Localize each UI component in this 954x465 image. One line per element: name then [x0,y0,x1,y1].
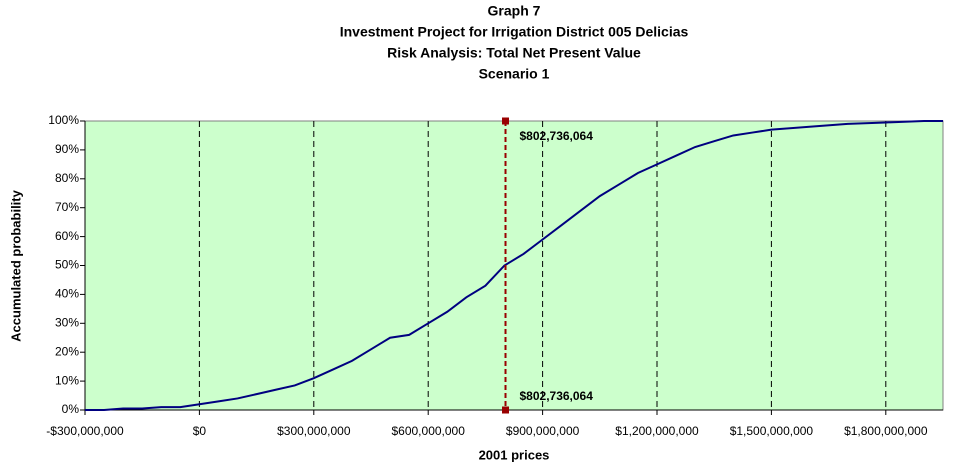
y-tick-label: 30% [55,315,79,329]
x-tick-label: -$300,000,000 [46,424,124,438]
x-tick-label: $900,000,000 [506,424,580,438]
marker-label: $802,736,064 [520,129,594,143]
y-tick-label: 100% [48,113,79,127]
line-series [85,120,943,411]
y-tick-label: 60% [55,229,79,243]
y-axis-title: Accumulated probability [8,189,23,341]
y-tick-label: 10% [55,373,79,387]
y-tick-label: 0% [62,402,80,416]
chart-title: Scenario 1 [479,66,550,82]
y-tick-label: 50% [55,258,79,272]
x-axis-title: 2001 prices [479,447,550,462]
marker-point [502,117,510,125]
x-tick-label: $1,500,000,000 [730,424,814,438]
chart-title: Investment Project for Irrigation Distri… [340,24,689,40]
y-tick-label: 20% [55,344,79,358]
y-tick-label: 70% [55,200,79,214]
x-tick-label: $1,200,000,000 [615,424,699,438]
chart-title: Graph 7 [488,3,541,19]
y-tick-label: 80% [55,171,79,185]
y-tick-label: 40% [55,287,79,301]
x-tick-label: $600,000,000 [391,424,465,438]
plot-area [84,120,944,411]
x-tick-label: $0 [193,424,207,438]
chart-title: Risk Analysis: Total Net Present Value [387,45,641,61]
marker-point [502,406,510,414]
y-tick-label: 90% [55,142,79,156]
x-tick-label: $300,000,000 [277,424,351,438]
marker-label: $802,736,064 [520,389,594,403]
x-tick-label: $1,800,000,000 [844,424,928,438]
